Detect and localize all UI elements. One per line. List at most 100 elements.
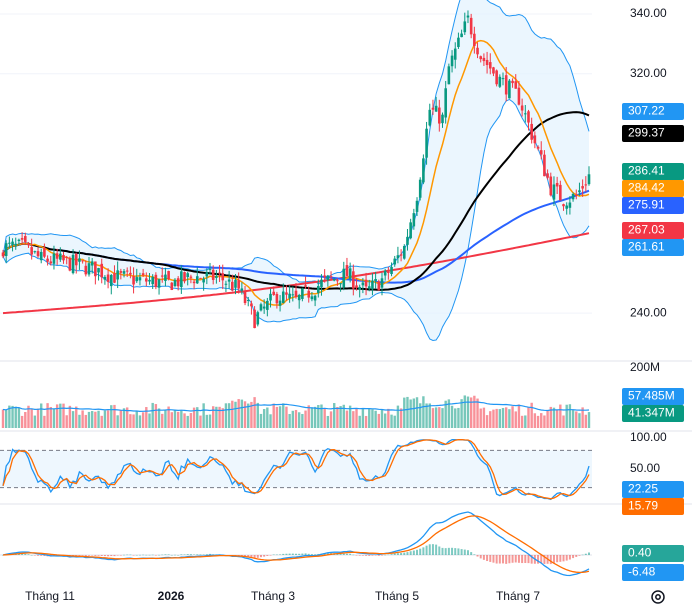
candle-body (141, 273, 145, 276)
candle-body (180, 271, 183, 288)
volume-bar (17, 407, 21, 428)
macd-histogram-bar (314, 554, 317, 555)
macd-histogram-bar (345, 553, 348, 555)
candle-body (508, 80, 511, 99)
macd-histogram-bar (412, 550, 415, 555)
macd-histogram-bar (438, 546, 441, 555)
volume-bar (390, 414, 393, 428)
volume-bar (565, 404, 568, 428)
candle-body (498, 76, 502, 87)
macd-histogram-bar (441, 547, 444, 555)
candle-body (495, 70, 498, 85)
oscillator-badge (622, 498, 684, 515)
candle-body (148, 279, 151, 282)
candle-body (100, 263, 104, 278)
volume-bar (549, 406, 552, 428)
candle-body (122, 271, 126, 274)
candle-body (431, 107, 435, 110)
macd-histogram-bar (113, 555, 116, 557)
candle-body (256, 312, 260, 325)
macd-histogram-bar (422, 547, 425, 555)
macd-histogram-bar (581, 554, 584, 556)
candle-body (336, 280, 339, 282)
candle-body (530, 123, 533, 140)
candle-body (211, 269, 215, 280)
macd-histogram-bar (409, 551, 412, 555)
macd-histogram-bar (272, 554, 275, 556)
candle-body (269, 293, 272, 301)
candle-body (387, 271, 390, 273)
macd-histogram-bar (396, 553, 399, 555)
candle-body (339, 283, 342, 285)
candle-body (135, 277, 139, 282)
macd-histogram-bar (556, 555, 559, 563)
volume-bar (460, 399, 463, 428)
volume-bar (148, 413, 151, 428)
price-badge-label: 267.03 (628, 223, 665, 237)
macd-histogram-bar (301, 553, 304, 555)
candle-body (291, 294, 295, 296)
gear-icon[interactable] (651, 590, 665, 604)
volume-bar (36, 408, 40, 428)
macd-histogram-bar (189, 554, 192, 555)
volume-bar (122, 408, 126, 428)
macd-histogram-bar (444, 548, 447, 555)
candle-body (20, 238, 24, 240)
candle-body (552, 184, 556, 200)
volume-bar (463, 395, 466, 428)
macd-histogram-bar (371, 555, 374, 556)
candle-body (501, 78, 505, 80)
price-tick-label: 240.00 (630, 305, 667, 319)
candle-body (348, 268, 352, 279)
candle-body (568, 202, 572, 208)
volume-bar (183, 413, 186, 428)
candle-body (396, 255, 400, 259)
macd-histogram-bar (549, 555, 552, 565)
volume-bar (81, 410, 84, 428)
volume-tick-label: 200M (630, 360, 660, 374)
volume-bar (84, 414, 88, 428)
candle-body (138, 277, 142, 281)
macd-histogram-bar (2, 555, 4, 556)
volume-bar (297, 412, 301, 428)
macd-histogram-bar (575, 555, 578, 557)
candle-body (33, 251, 37, 253)
candle-body (272, 291, 276, 295)
candle-body (482, 57, 486, 62)
macd-histogram-bar (384, 554, 387, 556)
macd-histogram-bar (78, 555, 81, 556)
volume-bar (294, 409, 298, 428)
candle-body (543, 154, 546, 177)
volume-bar (275, 406, 279, 428)
macd-histogram-bar (435, 544, 438, 555)
volume-bar (313, 406, 317, 428)
macd-histogram-bar (508, 555, 511, 564)
candle-body (234, 279, 237, 288)
candle-body (78, 258, 81, 262)
macd-histogram-bar (524, 555, 527, 564)
macd-histogram-bar (365, 555, 368, 556)
macd-histogram-bar (489, 555, 492, 562)
candle-body (246, 299, 250, 301)
candle-body (342, 268, 346, 288)
candle-body (167, 271, 170, 280)
time-axis-label: Tháng 5 (375, 589, 419, 603)
volume-bar (291, 410, 295, 428)
volume-bar (559, 404, 562, 428)
macd-histogram-bar (511, 555, 514, 563)
macd-histogram-bar (584, 553, 587, 555)
price-badge (622, 180, 684, 197)
macd-histogram-bar (110, 555, 113, 556)
macd-histogram-bar (479, 555, 482, 559)
macd-histogram-bar (578, 555, 581, 556)
volume-bar (94, 411, 97, 428)
price-badge (622, 125, 684, 142)
candle-body (49, 261, 53, 264)
macd-histogram-bar (167, 554, 170, 555)
volume-bar (199, 415, 202, 428)
macd-histogram-bar (336, 553, 339, 555)
macd-histogram-bar (21, 553, 24, 555)
volume-bar (485, 415, 489, 428)
